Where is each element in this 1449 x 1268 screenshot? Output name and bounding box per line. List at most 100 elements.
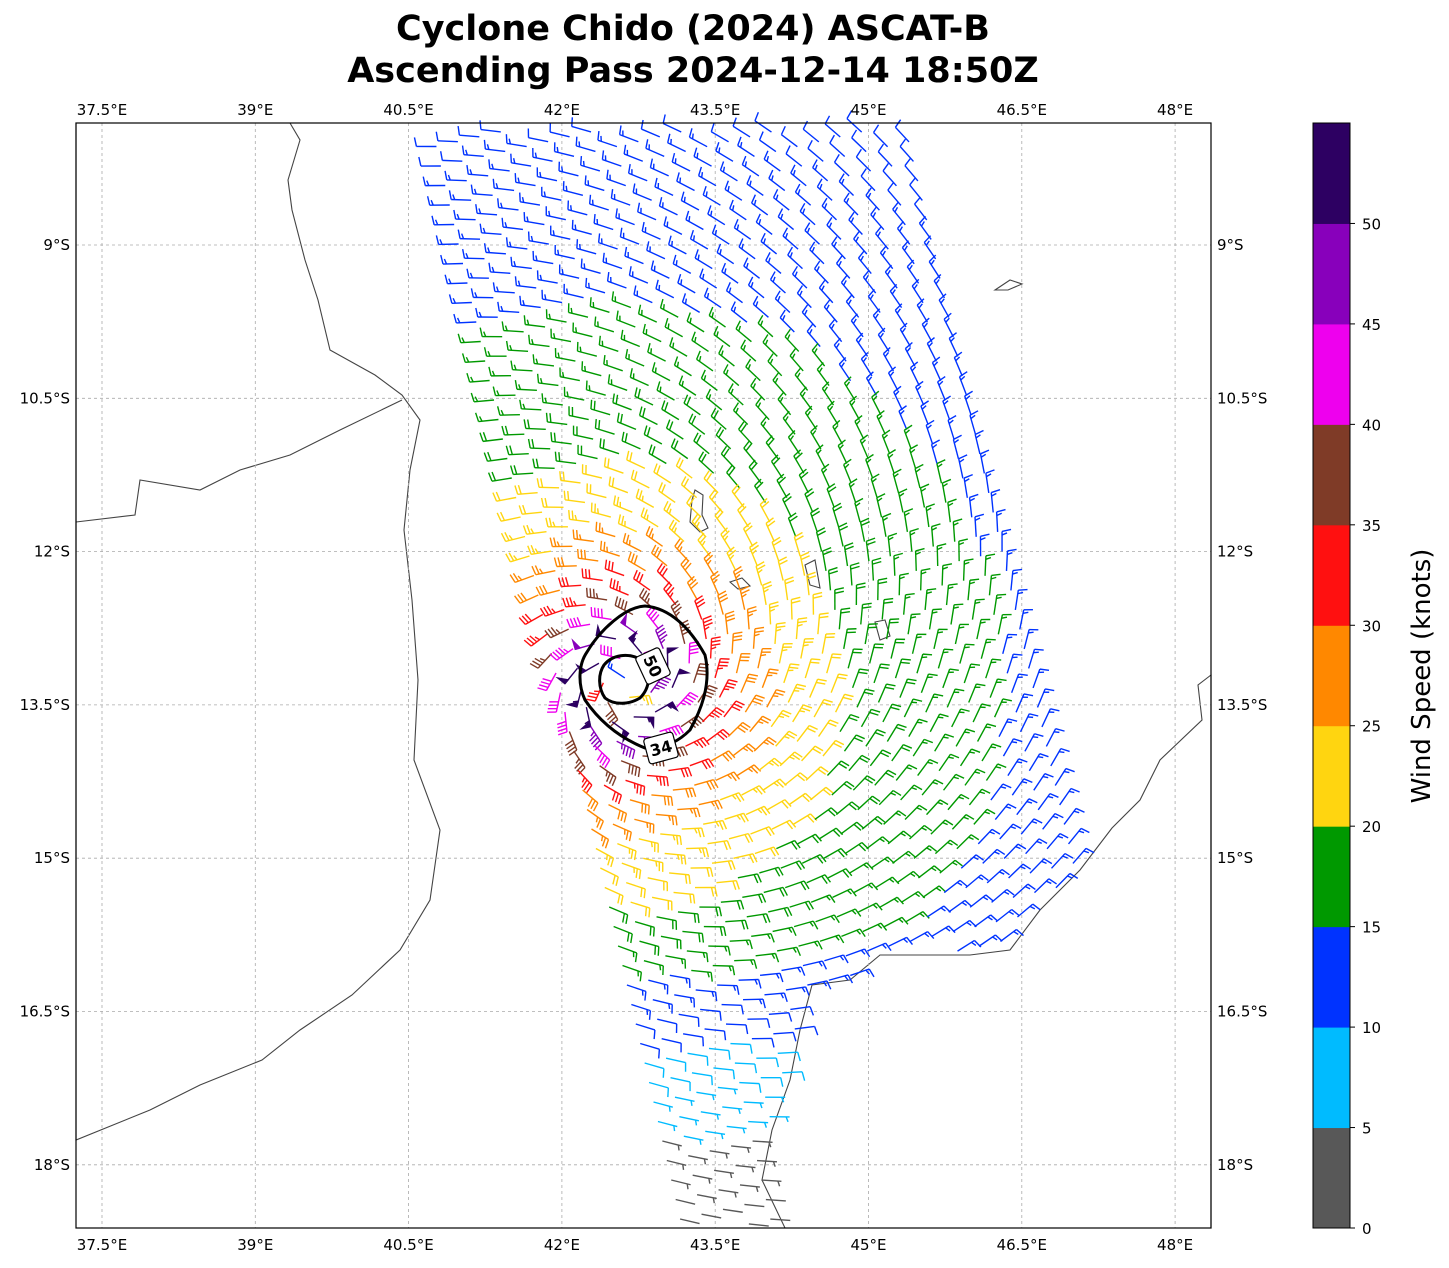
barb-full-feather	[599, 336, 600, 345]
colorbar-tick-label: 40	[1362, 416, 1381, 434]
lon-tick-top: 37.5°E	[77, 101, 127, 119]
barb-half-feather	[602, 528, 603, 533]
lon-tick-top: 46.5°E	[997, 101, 1047, 119]
colorbar-bin-40-45	[1313, 324, 1350, 425]
barb-full-feather	[591, 400, 592, 409]
barb-full-feather	[601, 541, 602, 550]
barb-full-feather	[594, 401, 595, 410]
barb-half-feather	[681, 279, 682, 284]
barb-full-feather	[590, 195, 591, 204]
barb-half-feather	[651, 842, 652, 847]
barb-full-feather	[1018, 590, 1027, 591]
barb-full-feather	[902, 659, 911, 660]
barb-half-feather	[980, 622, 985, 623]
lat-tick-right: 16.5°S	[1217, 1003, 1267, 1021]
barb-full-feather	[954, 604, 963, 605]
barb-half-feather	[680, 178, 681, 183]
barb-half-feather	[576, 327, 577, 332]
barb-full-feather	[644, 889, 645, 898]
barb-half-feather	[1059, 752, 1064, 753]
barb-half-feather	[689, 216, 690, 221]
barb-half-feather	[1054, 732, 1059, 733]
barb-shaft	[442, 160, 462, 161]
barb-full-feather	[586, 569, 587, 578]
barb-full-feather	[595, 419, 596, 428]
barb-full-feather	[810, 662, 819, 663]
barb-half-feather	[702, 172, 703, 177]
barb-full-feather	[650, 1011, 651, 1020]
barb-full-feather	[594, 589, 595, 598]
barb-full-feather	[646, 907, 647, 916]
barb-full-feather	[555, 452, 556, 461]
barb-half-feather	[943, 737, 948, 738]
barb-full-feather	[511, 154, 512, 163]
colorbar-bin-0-5	[1313, 1128, 1350, 1229]
barb-full-feather	[564, 491, 565, 500]
barb-full-feather	[595, 608, 596, 617]
barb-full-feather	[602, 609, 603, 618]
barb-full-feather	[649, 805, 650, 814]
barb-full-feather	[506, 134, 507, 143]
title-line-2: Ascending Pass 2024-12-14 18:50Z	[347, 51, 1039, 91]
barb-half-feather	[669, 1106, 670, 1111]
barb-full-feather	[591, 607, 592, 616]
barb-half-feather	[557, 147, 558, 152]
barb-full-feather	[654, 1030, 655, 1039]
barb-half-feather	[673, 343, 674, 348]
barb-half-feather	[660, 387, 661, 392]
lon-tick-top: 45°E	[850, 101, 886, 119]
barb-half-feather	[696, 1120, 697, 1125]
barb-half-feather	[943, 652, 948, 653]
barb-half-feather	[580, 244, 581, 249]
lon-tick-top: 39°E	[237, 101, 273, 119]
barb-half-feather	[1038, 757, 1043, 758]
lat-tick-right: 10.5°S	[1217, 389, 1267, 407]
barb-half-feather	[938, 717, 943, 718]
barb-half-feather	[664, 304, 665, 309]
barb-full-feather	[599, 523, 600, 532]
barb-half-feather	[693, 134, 694, 139]
barb-half-feather	[584, 263, 585, 268]
colorbar-tick-label: 15	[1362, 919, 1381, 937]
barb-half-feather	[540, 172, 541, 177]
colorbar-bin-5-10	[1313, 1027, 1350, 1128]
barb-full-feather	[563, 472, 564, 481]
barb-half-feather	[964, 732, 969, 733]
barb-half-feather	[544, 191, 545, 196]
barb-full-feather	[524, 315, 525, 324]
lat-tick-left: 13.5°S	[20, 696, 70, 714]
barb-full-feather	[585, 175, 586, 184]
barb-half-feather	[676, 260, 677, 265]
lon-tick-bottom: 45°E	[850, 1236, 886, 1254]
barb-full-feather	[587, 588, 588, 597]
barb-half-feather	[563, 372, 564, 377]
barb-half-feather	[566, 186, 567, 191]
lat-tick-right: 9°S	[1217, 236, 1244, 254]
barb-full-feather	[976, 599, 985, 600]
barb-full-feather	[923, 654, 932, 655]
barb-half-feather	[691, 1101, 692, 1106]
lat-tick-left: 15°S	[34, 849, 70, 867]
lat-tick-right: 12°S	[1217, 543, 1253, 561]
barb-full-feather	[755, 112, 758, 121]
colorbar-bin-20-25	[1313, 726, 1350, 827]
barb-half-feather	[558, 250, 559, 255]
barb-half-feather	[660, 965, 661, 970]
lat-tick-right: 15°S	[1217, 849, 1253, 867]
barb-full-feather	[489, 159, 490, 168]
barb-full-feather	[911, 614, 920, 615]
barb-half-feather	[580, 347, 581, 352]
barb-half-feather	[602, 836, 603, 841]
barb-full-feather	[586, 381, 587, 390]
lon-tick-bottom: 37.5°E	[77, 1236, 127, 1254]
barb-full-feather	[590, 588, 591, 597]
barb-full-feather	[663, 1069, 664, 1078]
barb-full-feather	[589, 569, 590, 578]
map-panel: 50 34	[76, 111, 1211, 1228]
barb-half-feather	[1064, 772, 1069, 773]
barb-full-feather	[1013, 654, 1022, 655]
barb-half-feather	[567, 391, 568, 396]
barb-half-feather	[567, 289, 568, 294]
lat-tick-right: 18°S	[1217, 1156, 1253, 1174]
